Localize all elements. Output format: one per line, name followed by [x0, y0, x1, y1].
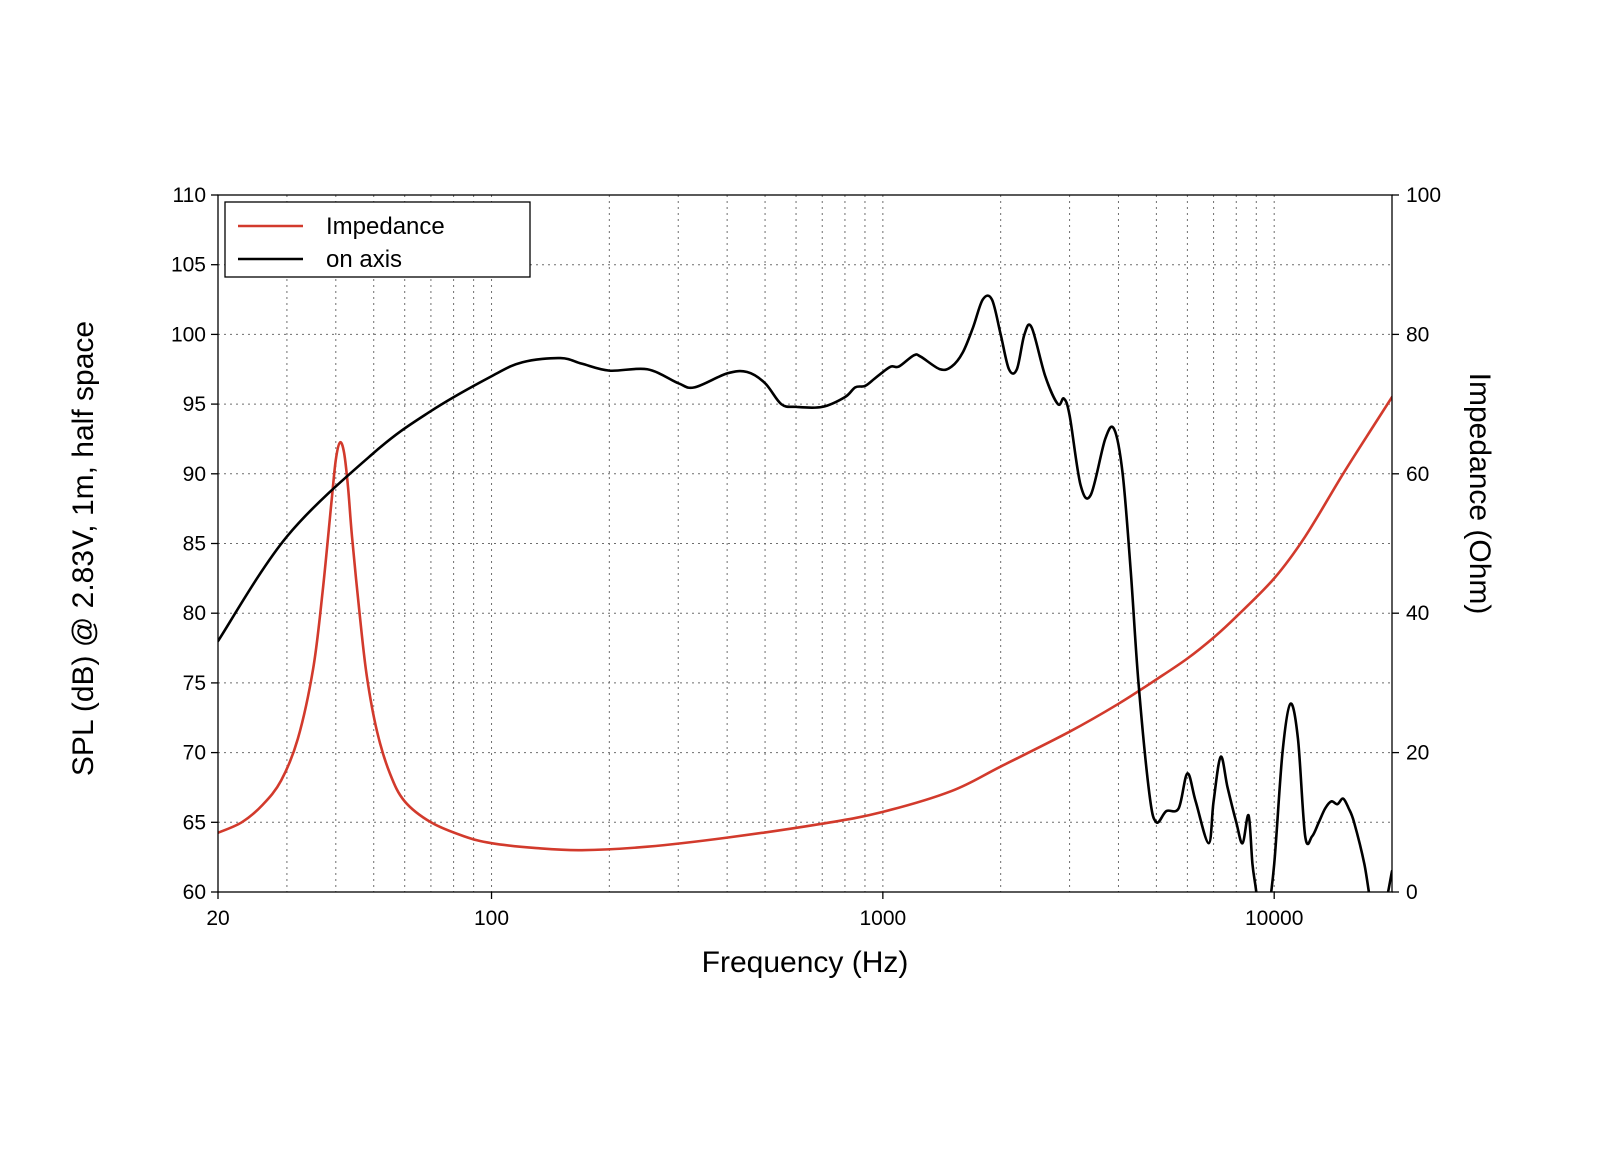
y2-axis-title: Impedance (Ohm) — [1463, 373, 1496, 615]
legend: Impedance on axis — [224, 201, 531, 278]
y-tick-label: 70 — [183, 742, 206, 765]
y-axis-ticks: 60 65 70 75 80 85 90 95 100 105 110 — [171, 184, 218, 904]
y2-tick-label: 0 — [1406, 881, 1418, 904]
y2-tick-label: 40 — [1406, 602, 1429, 625]
x-axis-ticks: 20 100 1000 10000 — [206, 892, 1303, 930]
y-tick-label: 95 — [183, 393, 206, 416]
legend-label-on-axis: on axis — [326, 246, 402, 273]
y2-tick-label: 100 — [1406, 184, 1441, 207]
legend-box — [224, 201, 531, 278]
y2-tick-label: 60 — [1406, 463, 1429, 486]
y-tick-label: 90 — [183, 463, 206, 486]
y-tick-label: 85 — [183, 533, 206, 556]
y-axis-title: SPL (dB) @ 2.83V, 1m, half space — [67, 321, 100, 776]
y-tick-label: 110 — [173, 184, 206, 207]
y-tick-label: 65 — [183, 811, 206, 834]
legend-label-impedance: Impedance — [326, 213, 445, 240]
x-tick-label: 20 — [206, 907, 229, 930]
series-layer — [218, 294, 1392, 892]
y-tick-label: 60 — [183, 881, 206, 904]
x-tick-label: 1000 — [860, 907, 907, 930]
y2-tick-label: 80 — [1406, 323, 1429, 346]
series-line-on-axis — [218, 294, 1392, 892]
y-tick-label: 105 — [171, 254, 206, 277]
x-axis-title: Frequency (Hz) — [702, 946, 909, 979]
y-tick-label: 100 — [171, 323, 206, 346]
y2-tick-label: 20 — [1406, 742, 1429, 765]
y-grid-lines — [218, 264, 1392, 823]
y-tick-label: 80 — [183, 602, 206, 625]
y-tick-label: 75 — [183, 672, 206, 695]
y2-axis-ticks: 0 20 40 60 80 100 — [1392, 184, 1441, 904]
series-line-impedance — [218, 395, 1392, 852]
x-tick-label: 100 — [474, 907, 509, 930]
x-tick-label: 10000 — [1245, 907, 1303, 930]
